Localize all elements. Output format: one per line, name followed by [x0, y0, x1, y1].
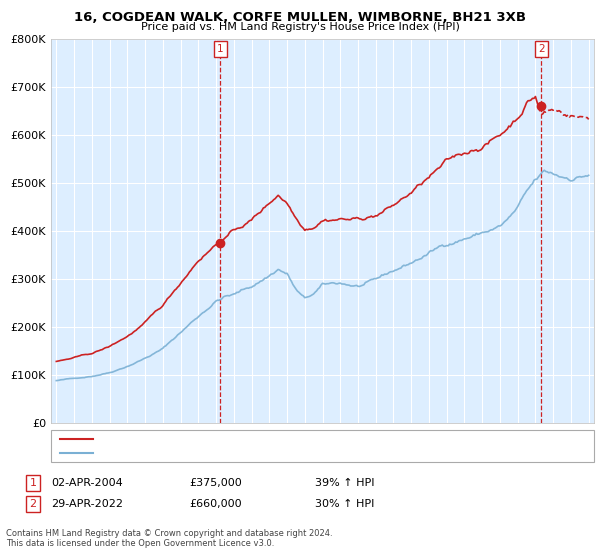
Text: £375,000: £375,000	[189, 478, 242, 488]
Text: 2: 2	[538, 44, 545, 54]
Text: 16, COGDEAN WALK, CORFE MULLEN, WIMBORNE, BH21 3XB: 16, COGDEAN WALK, CORFE MULLEN, WIMBORNE…	[74, 11, 526, 24]
Text: This data is licensed under the Open Government Licence v3.0.: This data is licensed under the Open Gov…	[6, 539, 274, 548]
Text: £660,000: £660,000	[189, 499, 242, 509]
Text: 1: 1	[29, 478, 37, 488]
Text: 1: 1	[217, 44, 224, 54]
Text: HPI: Average price, detached house, Dorset: HPI: Average price, detached house, Dors…	[97, 448, 311, 458]
Text: 02-APR-2004: 02-APR-2004	[51, 478, 123, 488]
Text: 2: 2	[29, 499, 37, 509]
Text: 16, COGDEAN WALK, CORFE MULLEN, WIMBORNE, BH21 3XB (detached house): 16, COGDEAN WALK, CORFE MULLEN, WIMBORNE…	[97, 433, 485, 444]
Text: Contains HM Land Registry data © Crown copyright and database right 2024.: Contains HM Land Registry data © Crown c…	[6, 529, 332, 538]
Text: 39% ↑ HPI: 39% ↑ HPI	[315, 478, 374, 488]
Text: 29-APR-2022: 29-APR-2022	[51, 499, 123, 509]
Text: Price paid vs. HM Land Registry's House Price Index (HPI): Price paid vs. HM Land Registry's House …	[140, 22, 460, 32]
Text: 30% ↑ HPI: 30% ↑ HPI	[315, 499, 374, 509]
